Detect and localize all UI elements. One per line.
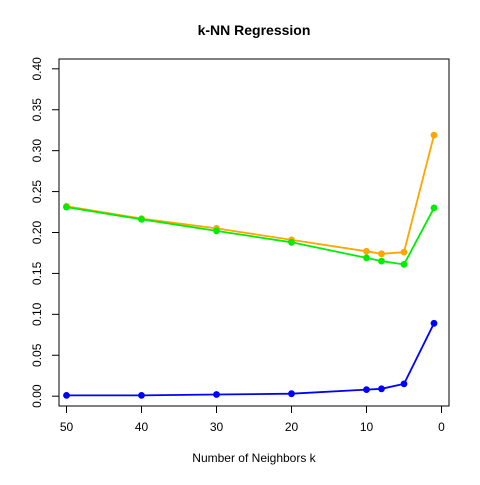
series-line <box>66 134 435 255</box>
y-tick-label: 0.20 <box>30 220 44 244</box>
y-tick-label: 0.25 <box>30 180 44 204</box>
y-tick-label: 0.10 <box>30 302 44 326</box>
x-tick-label: 30 <box>210 420 224 434</box>
y-tick-label: 0.40 <box>30 57 44 81</box>
x-tick-label: 40 <box>135 420 149 434</box>
data-point <box>430 319 438 327</box>
data-point <box>213 227 220 235</box>
data-point <box>378 385 385 393</box>
data-point <box>363 247 370 255</box>
x-tick-label: 20 <box>285 420 299 434</box>
data-point <box>213 391 220 398</box>
data-point <box>63 392 70 399</box>
y-axis: 0.00 0.05 0.10 0.15 0.20 0.25 0.30 0.35 0.40 <box>30 57 60 408</box>
data-point <box>288 238 295 246</box>
data-point <box>430 131 438 139</box>
series-line <box>66 206 435 266</box>
data-point <box>430 204 438 212</box>
y-tick-label: 0.15 <box>30 261 44 285</box>
series-line <box>66 322 435 397</box>
y-tick-label: 0.05 <box>30 343 44 367</box>
data-point <box>138 392 145 399</box>
chart-title: k-NN Regression <box>198 22 311 38</box>
series-layer <box>63 131 438 399</box>
data-point <box>400 261 408 268</box>
y-tick-label: 0.30 <box>30 139 44 163</box>
data-point <box>363 254 370 262</box>
series-2 <box>63 203 438 268</box>
x-axis-label: Number of Neighbors k <box>192 451 316 465</box>
data-point <box>363 386 370 393</box>
data-point <box>63 203 70 211</box>
data-point <box>378 250 385 258</box>
data-point <box>378 257 385 265</box>
x-tick-label: 0 <box>438 420 445 434</box>
data-point <box>400 248 408 256</box>
x-tick-label: 50 <box>60 420 74 434</box>
data-point <box>288 390 295 398</box>
series-3 <box>63 319 438 399</box>
y-tick-label: 0.35 <box>30 98 44 122</box>
data-point <box>138 216 145 223</box>
data-point <box>400 380 408 388</box>
y-tick-label: 0.00 <box>30 384 44 408</box>
x-axis: 50 40 30 20 10 0 <box>60 405 445 434</box>
x-tick-label: 10 <box>360 420 374 434</box>
